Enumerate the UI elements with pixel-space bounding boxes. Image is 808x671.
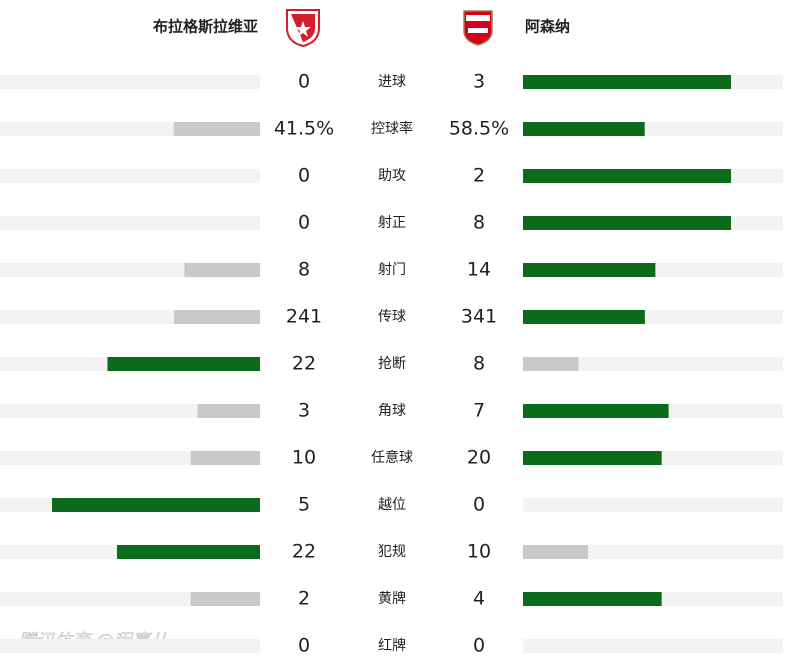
stat-name: 黄牌 (378, 590, 406, 607)
home-bar (173, 310, 260, 324)
bar-track (523, 639, 783, 653)
away-bar (523, 216, 731, 230)
away-value: 341 (461, 306, 497, 328)
home-bar (184, 263, 260, 277)
away-value: 14 (467, 259, 491, 281)
stat-name: 控球率 (371, 120, 413, 137)
stat-name: 进球 (378, 74, 406, 90)
away-bar (523, 263, 656, 277)
home-bar (107, 357, 260, 371)
home-value: 5 (298, 494, 310, 516)
bar-track (0, 169, 260, 183)
stat-name: 射门 (378, 262, 406, 278)
home-value: 22 (292, 541, 316, 563)
home-bar (197, 404, 260, 418)
stat-name: 射正 (378, 215, 406, 231)
bar-track (523, 357, 783, 371)
away-bar (523, 310, 645, 324)
home-value: 0 (298, 165, 310, 187)
home-value: 41.5% (274, 118, 334, 140)
away-bar (523, 122, 645, 136)
bar-track (523, 498, 783, 512)
away-bar (523, 451, 662, 465)
home-bar (173, 122, 260, 136)
stat-name: 角球 (378, 403, 406, 419)
away-value: 8 (473, 353, 485, 375)
home-value: 0 (298, 71, 310, 93)
bar-track (0, 75, 260, 89)
stat-name: 助攻 (378, 168, 406, 184)
home-value: 8 (298, 259, 310, 281)
home-value: 241 (286, 306, 322, 328)
away-value: 3 (473, 71, 485, 93)
home-value: 0 (298, 212, 310, 234)
home-logo (286, 9, 320, 48)
away-value: 8 (473, 212, 485, 234)
home-bar (190, 592, 260, 606)
home-value: 2 (298, 588, 310, 610)
away-value: 2 (473, 165, 485, 187)
home-bar (52, 498, 260, 512)
away-bar (523, 357, 579, 371)
bar-track (0, 639, 260, 653)
away-bar (523, 75, 731, 89)
away-value: 20 (467, 447, 491, 469)
bar-track (0, 216, 260, 230)
home-value: 22 (292, 353, 316, 375)
stat-name: 犯规 (378, 544, 406, 560)
stat-name: 越位 (378, 497, 406, 513)
away-value: 0 (473, 494, 485, 516)
stat-name: 红牌 (378, 637, 406, 654)
home-bar (190, 451, 260, 465)
away-bar (523, 169, 731, 183)
away-value: 0 (473, 635, 485, 657)
stat-name: 传球 (378, 309, 406, 325)
away-logo (463, 10, 493, 46)
home-team: 布拉格斯拉维亚 (153, 18, 258, 36)
away-value: 58.5% (449, 118, 509, 140)
stat-name: 抢断 (378, 355, 406, 372)
away-bar (523, 404, 669, 418)
bar-track (0, 404, 260, 418)
stat-name: 任意球 (371, 449, 413, 466)
home-value: 3 (298, 400, 310, 422)
home-value: 0 (298, 635, 310, 657)
away-bar (523, 545, 588, 559)
away-value: 7 (473, 400, 485, 422)
home-bar (117, 545, 260, 559)
away-value: 4 (473, 588, 485, 610)
away-bar (523, 592, 662, 606)
away-value: 10 (467, 541, 491, 563)
away-team: 阿森纳 (525, 18, 570, 36)
home-value: 10 (292, 447, 316, 469)
